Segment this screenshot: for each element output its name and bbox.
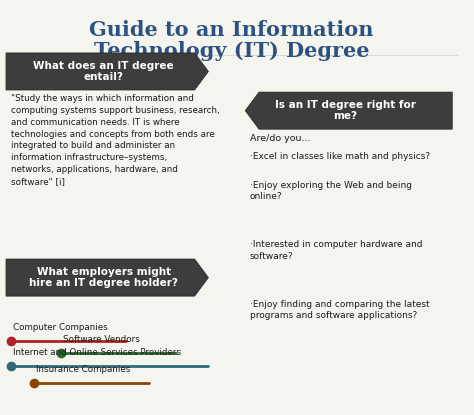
Text: Guide to an Information: Guide to an Information [89, 20, 374, 40]
Polygon shape [6, 259, 209, 296]
Text: ·Interested in computer hardware and
software?: ·Interested in computer hardware and sof… [250, 240, 422, 261]
Polygon shape [6, 53, 209, 90]
Text: Insurance Companies: Insurance Companies [36, 365, 130, 374]
Text: Computer Companies: Computer Companies [13, 323, 108, 332]
Text: What does an IT degree
entail?: What does an IT degree entail? [34, 61, 174, 82]
Text: Internet and Online Services Providers: Internet and Online Services Providers [13, 348, 181, 357]
Text: ·Enjoy finding and comparing the latest
programs and software applications?: ·Enjoy finding and comparing the latest … [250, 300, 429, 320]
Text: Software Vendors: Software Vendors [64, 334, 140, 344]
Text: ·Enjoy exploring the Web and being
online?: ·Enjoy exploring the Web and being onlin… [250, 181, 412, 201]
Text: Are/do you...: Are/do you... [250, 134, 310, 143]
Polygon shape [245, 92, 452, 129]
Text: Is an IT degree right for
me?: Is an IT degree right for me? [275, 100, 416, 122]
Text: ·Excel in classes like math and physics?: ·Excel in classes like math and physics? [250, 152, 430, 161]
Text: Technology (IT) Degree: Technology (IT) Degree [94, 41, 369, 61]
Text: What employers might
hire an IT degree holder?: What employers might hire an IT degree h… [29, 267, 178, 288]
Text: "Study the ways in which information and
computing systems support business, res: "Study the ways in which information and… [10, 94, 219, 186]
